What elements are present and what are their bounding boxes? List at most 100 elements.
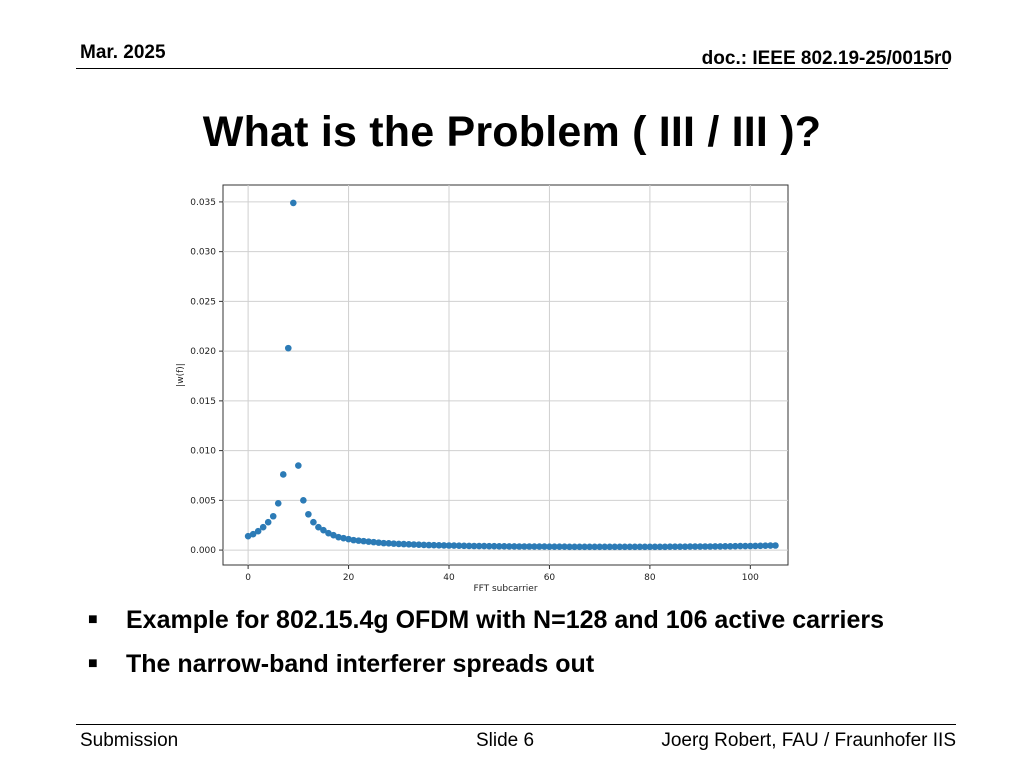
y-tick-label: 0.015 (190, 397, 216, 407)
data-point (244, 532, 252, 540)
data-point (440, 542, 448, 549)
data-point (606, 543, 614, 551)
data-point (621, 543, 629, 551)
header-doc-id: doc.: IEEE 802.19-25/0015r0 (701, 48, 952, 69)
data-point (611, 543, 619, 551)
y-tick-label: 0.025 (190, 297, 216, 307)
x-tick-label: 0 (245, 573, 251, 583)
data-point (490, 542, 498, 550)
y-tick-label: 0.000 (190, 546, 216, 556)
data-point (350, 536, 357, 544)
y-tick-label: 0.010 (190, 447, 216, 457)
data-point (505, 543, 513, 550)
data-point (455, 542, 463, 550)
data-point (546, 543, 553, 550)
footer-divider (76, 724, 956, 725)
x-tick-label: 20 (343, 573, 355, 583)
x-tick-label: 80 (644, 573, 656, 583)
square-bullet-icon: ■ (88, 611, 98, 628)
data-point (390, 540, 398, 547)
bullet-text: Example for 802.15.4g OFDM with N=128 an… (126, 606, 884, 634)
data-point (340, 534, 347, 542)
data-point (686, 543, 694, 550)
data-point (767, 542, 774, 549)
data-point (616, 543, 624, 551)
footer-submission: Submission (80, 730, 179, 751)
data-point (696, 543, 704, 550)
data-point (736, 542, 744, 550)
data-point (480, 542, 488, 550)
y-tick-label: 0.030 (190, 248, 216, 258)
data-point (757, 542, 764, 550)
data-point (500, 542, 508, 550)
y-axis-ticks: 0.000 0.005 0.010 0.015 0.020 0.025 0.030 0.035 (190, 198, 223, 556)
footer-author: Joerg Robert, FAU / Fraunhofer IIS (661, 730, 956, 751)
scatter-chart: 0.000 0.005 0.010 0.015 0.020 0.025 0.030 0.035… (176, 184, 789, 594)
square-bullet-icon: ■ (88, 655, 98, 672)
data-point (300, 497, 307, 504)
data-point (681, 543, 689, 550)
data-point (596, 543, 603, 551)
bullet-item: ■ The narrow-band interferer spreads out (88, 646, 908, 682)
data-point (591, 543, 598, 551)
data-point (636, 543, 644, 551)
data-point (249, 530, 257, 538)
data-point (706, 543, 714, 550)
data-point (551, 543, 558, 550)
data-point (410, 541, 418, 548)
data-point (420, 541, 428, 549)
data-point (315, 523, 322, 531)
data-point (370, 538, 377, 546)
x-axis-label: FFT subcarrier (473, 584, 537, 594)
data-point (586, 543, 593, 551)
data-points (244, 199, 779, 551)
data-point (536, 543, 543, 550)
footer-slide-number: Slide 6 (476, 730, 535, 751)
bullet-list: ■ Example for 802.15.4g OFDM with N=128 … (88, 602, 908, 690)
data-point (365, 538, 372, 545)
data-point (465, 542, 473, 550)
data-point (731, 542, 739, 550)
data-point (485, 542, 493, 550)
data-point (510, 543, 518, 550)
data-point (430, 541, 438, 549)
data-point (475, 542, 483, 550)
data-point (445, 542, 453, 549)
data-point (330, 531, 337, 539)
data-point (762, 542, 769, 550)
grid-lines (223, 185, 788, 565)
data-point (772, 542, 779, 549)
y-tick-label: 0.005 (190, 496, 216, 506)
data-point (521, 543, 528, 550)
data-point (284, 344, 292, 352)
data-point (656, 543, 664, 551)
data-point (274, 500, 282, 507)
data-point (290, 199, 297, 207)
data-point (716, 543, 724, 550)
x-tick-label: 60 (544, 573, 556, 583)
plot-frame (222, 184, 789, 566)
data-point (269, 512, 277, 520)
data-point (601, 543, 608, 551)
data-point (295, 462, 302, 469)
y-tick-label: 0.035 (190, 198, 216, 208)
data-point (556, 543, 563, 550)
data-point (631, 543, 639, 551)
data-point (646, 543, 654, 551)
data-point (415, 541, 423, 549)
data-point (526, 543, 533, 550)
bullet-text: The narrow-band interferer spreads out (126, 650, 595, 678)
data-point (742, 542, 749, 550)
data-point (571, 543, 578, 551)
header-divider (76, 68, 948, 69)
data-point (375, 539, 382, 546)
data-point (495, 542, 503, 550)
data-point (470, 542, 478, 550)
header-date: Mar. 2025 (80, 42, 166, 63)
data-point (651, 543, 659, 551)
data-point (561, 543, 568, 550)
y-tick-label: 0.020 (190, 347, 216, 357)
data-point (305, 510, 312, 518)
data-point (460, 542, 468, 550)
data-point (676, 543, 684, 550)
